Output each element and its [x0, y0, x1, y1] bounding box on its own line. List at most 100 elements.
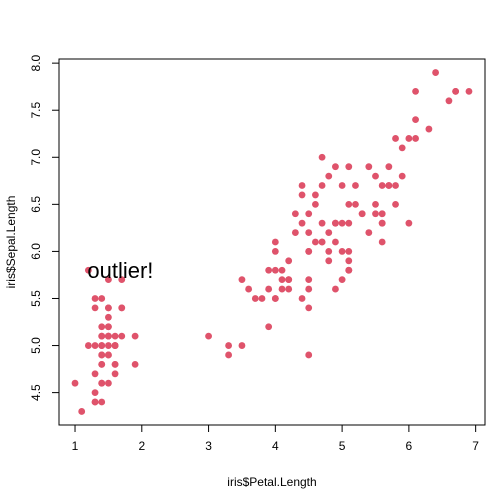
data-point	[111, 342, 119, 349]
data-point	[385, 182, 393, 189]
data-point	[432, 69, 439, 76]
data-point	[305, 210, 313, 218]
data-point	[91, 304, 99, 312]
data-point	[345, 266, 353, 274]
data-point	[98, 379, 106, 387]
data-point	[412, 135, 419, 142]
data-point	[111, 360, 119, 368]
data-point	[392, 135, 399, 142]
data-point	[405, 135, 413, 142]
data-point	[305, 276, 313, 284]
data-point	[131, 332, 139, 340]
y-tick-label: 5.0	[29, 337, 43, 354]
data-point	[84, 266, 92, 274]
data-point	[345, 163, 353, 171]
data-point	[338, 248, 346, 255]
data-points	[71, 69, 473, 415]
data-point	[392, 182, 399, 189]
data-point	[285, 285, 293, 293]
data-point	[225, 342, 233, 349]
data-point	[318, 238, 326, 246]
data-point	[305, 351, 313, 359]
y-tick-label: 4.5	[29, 384, 43, 401]
data-point	[271, 248, 279, 255]
data-point	[412, 116, 419, 124]
data-point	[412, 87, 419, 95]
data-point	[238, 276, 246, 284]
y-tick-label: 7.5	[29, 102, 43, 119]
x-tick-label: 4	[272, 439, 279, 453]
data-point	[298, 295, 306, 302]
data-point	[105, 342, 112, 349]
data-point	[111, 370, 119, 378]
data-point	[378, 238, 386, 246]
data-point	[345, 219, 353, 227]
data-point	[285, 276, 293, 284]
data-point	[118, 332, 126, 340]
data-point	[91, 295, 99, 302]
data-point	[131, 360, 139, 368]
data-point	[338, 219, 346, 227]
data-point	[392, 200, 399, 208]
data-point	[251, 295, 259, 302]
data-point	[372, 172, 379, 180]
data-point	[271, 266, 279, 274]
data-point	[105, 304, 112, 312]
data-point	[332, 238, 339, 246]
data-point	[365, 163, 373, 171]
data-point	[105, 276, 112, 284]
data-point	[98, 360, 106, 368]
y-tick-label: 5.5	[29, 290, 43, 307]
data-point	[111, 332, 119, 340]
y-axis-title: iris$Sepal.Length	[4, 196, 18, 289]
data-point	[378, 182, 386, 189]
data-point	[338, 182, 346, 189]
data-point	[84, 342, 92, 349]
data-point	[325, 257, 333, 265]
data-point	[345, 200, 353, 208]
y-tick-label: 6.0	[29, 243, 43, 260]
data-point	[318, 219, 326, 227]
data-point	[312, 191, 319, 199]
data-point	[305, 229, 313, 236]
data-point	[352, 182, 359, 189]
data-point	[325, 248, 333, 255]
y-axis: 4.5 5.0 5.5 6.0 6.5 7.0 7.5 8.0	[29, 54, 60, 401]
data-point	[118, 304, 126, 312]
data-point	[405, 219, 413, 227]
data-point	[71, 379, 79, 387]
data-point	[338, 276, 346, 284]
data-point	[352, 200, 359, 208]
data-point	[372, 200, 379, 208]
data-point	[118, 276, 126, 284]
data-point	[332, 219, 339, 227]
data-point	[465, 87, 473, 95]
outlier-annotation: outlier!	[87, 258, 153, 283]
data-point	[345, 257, 353, 265]
data-point	[258, 295, 266, 302]
data-point	[91, 342, 99, 349]
data-point	[345, 248, 353, 255]
data-point	[265, 285, 273, 293]
data-point	[105, 313, 112, 321]
y-tick-label: 8.0	[29, 54, 43, 71]
data-point	[298, 191, 306, 199]
data-point	[91, 370, 99, 378]
data-point	[98, 351, 106, 359]
data-point	[278, 276, 286, 284]
data-point	[385, 163, 393, 171]
data-point	[305, 285, 313, 293]
data-point	[105, 332, 112, 340]
data-point	[278, 285, 286, 293]
data-point	[318, 182, 326, 189]
data-point	[325, 172, 333, 180]
data-point	[312, 200, 319, 208]
data-point	[98, 342, 106, 349]
data-point	[445, 97, 453, 105]
data-point	[245, 285, 253, 293]
x-tick-label: 3	[205, 439, 212, 453]
data-point	[91, 389, 99, 397]
data-point	[305, 304, 313, 312]
data-point	[298, 182, 306, 189]
